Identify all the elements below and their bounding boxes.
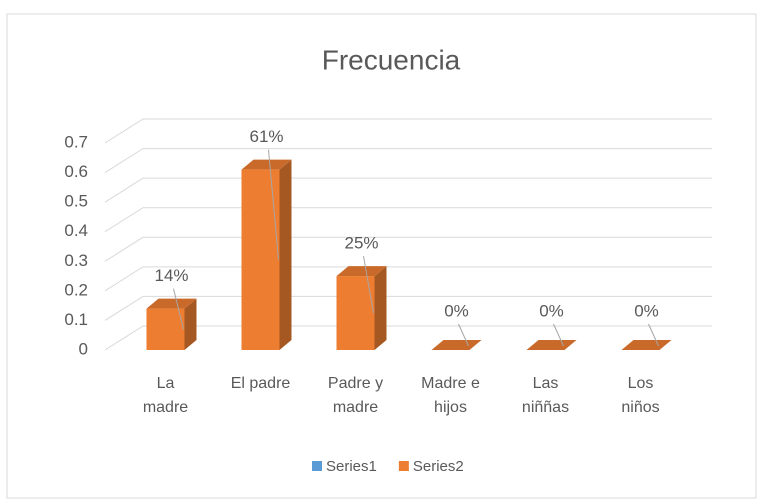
grid-line bbox=[104, 207, 712, 233]
x-tick-label: Padre y madre bbox=[327, 375, 384, 416]
data-label: 0% bbox=[634, 301, 659, 320]
x-tick-label: La madre bbox=[142, 375, 189, 416]
leader-line bbox=[458, 323, 469, 347]
y-tick-label: 0 bbox=[79, 339, 88, 358]
data-label: 14% bbox=[154, 266, 188, 285]
bar-top bbox=[621, 340, 672, 350]
data-label: 25% bbox=[344, 234, 378, 253]
leader-line bbox=[173, 288, 184, 330]
y-tick-label: 0.3 bbox=[64, 251, 88, 270]
grid-line bbox=[104, 295, 712, 321]
data-label: 61% bbox=[249, 127, 283, 146]
y-tick-label: 0.6 bbox=[64, 162, 88, 181]
leader-line bbox=[363, 255, 374, 314]
bar bbox=[146, 308, 185, 350]
bar-top bbox=[146, 298, 197, 309]
grid-line bbox=[104, 266, 712, 292]
y-tick-label: 0.2 bbox=[64, 280, 88, 299]
y-tick-label: 0.7 bbox=[64, 132, 88, 151]
legend-swatch bbox=[398, 461, 409, 471]
grid-line bbox=[104, 325, 712, 351]
leader-line bbox=[553, 323, 564, 347]
leader-line bbox=[648, 323, 659, 347]
bar-top bbox=[526, 340, 577, 350]
data-label: 0% bbox=[444, 301, 469, 320]
grid-line bbox=[104, 148, 712, 173]
x-tick-label: Los niños bbox=[621, 375, 660, 416]
x-tick-label: Las niññas bbox=[521, 375, 570, 416]
chart-title: Frecuencia bbox=[322, 44, 461, 75]
bar bbox=[336, 276, 375, 350]
bar-top bbox=[431, 340, 482, 350]
y-tick-label: 0.1 bbox=[64, 310, 88, 329]
x-tick-label: Madre e hijos bbox=[421, 375, 480, 416]
bar-side bbox=[279, 159, 292, 350]
bar bbox=[241, 169, 280, 350]
grid-line bbox=[104, 118, 712, 144]
y-tick-label: 0.4 bbox=[64, 221, 88, 240]
leader-line bbox=[268, 149, 279, 260]
bar-side bbox=[184, 298, 197, 350]
grid-line bbox=[104, 177, 712, 203]
data-label: 0% bbox=[539, 301, 564, 320]
bar-top bbox=[336, 266, 387, 277]
legend-label: Series2 bbox=[413, 458, 464, 475]
y-tick-label: 0.5 bbox=[64, 192, 88, 211]
chart-border bbox=[6, 13, 757, 499]
legend-swatch bbox=[312, 461, 322, 471]
bar-side bbox=[374, 266, 387, 350]
bar-top bbox=[241, 159, 292, 170]
legend-label: Series1 bbox=[326, 458, 377, 475]
x-tick-label: El padre bbox=[230, 375, 291, 392]
grid-line bbox=[104, 236, 712, 262]
